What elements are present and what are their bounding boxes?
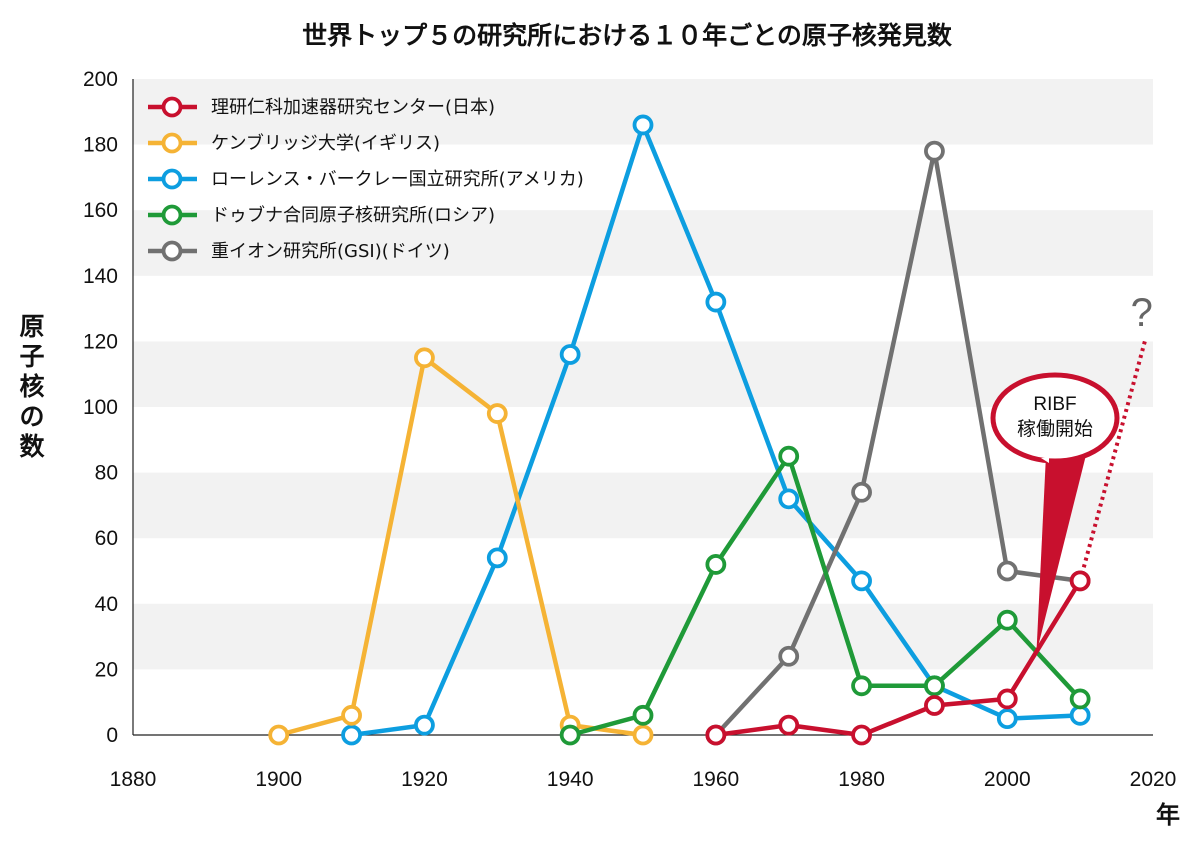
- x-axis-label: 年: [1156, 801, 1180, 829]
- legend-label: ドゥブナ合同原子核研究所(ロシア): [211, 204, 495, 226]
- series-line: [278, 355, 644, 738]
- series-1: [268, 347, 654, 746]
- callout-gap: [1041, 458, 1049, 463]
- data-point: [632, 724, 654, 746]
- y-tick-labels: 0 20 40 60 80 100 120 140 160 180 200: [83, 68, 118, 747]
- legend-marker: [161, 132, 183, 154]
- y-tick-label: 0: [106, 724, 118, 747]
- grid-bands: [133, 79, 1153, 670]
- grid-band: [133, 210, 1153, 276]
- series-line: [714, 148, 1081, 737]
- grid-band: [133, 341, 1153, 407]
- series-line: [715, 579, 1083, 738]
- y-tick-label: 80: [95, 462, 118, 485]
- data-point: [778, 645, 800, 667]
- callout-text: RIBF: [1033, 394, 1076, 415]
- data-point: [778, 714, 800, 736]
- legend-label: 重イオン研究所(GSI)(ドイツ): [211, 241, 450, 262]
- legend-item: ローレンス・バークレー国立研究所(アメリカ): [148, 168, 584, 190]
- data-point: [632, 704, 654, 726]
- data-point: [996, 688, 1018, 710]
- series-0: [705, 570, 1091, 746]
- ribf-callout: RIBF 稼働開始: [990, 372, 1120, 653]
- legend: 理研仁科加速器研究センター(日本) ケンブリッジ大学(イギリス) ローレンス・バーク…: [148, 96, 584, 262]
- callout-text: 稼働開始: [1017, 418, 1093, 440]
- series-line: [569, 453, 1082, 738]
- data-point: [778, 488, 800, 510]
- y-tick-label: 60: [95, 527, 118, 550]
- data-point: [1069, 570, 1091, 592]
- data-point: [778, 445, 800, 467]
- data-point: [705, 291, 727, 313]
- data-point: [486, 547, 508, 569]
- legend-label: 理研仁科加速器研究センター(日本): [211, 97, 495, 118]
- y-axis-label: 原子核の数: [19, 312, 45, 461]
- x-tick-label: 1960: [692, 768, 739, 791]
- data-point: [559, 344, 581, 365]
- y-tick-label: 100: [83, 396, 118, 419]
- series-layer: [268, 114, 1091, 746]
- legend-label: ローレンス・バークレー国立研究所(アメリカ): [211, 169, 584, 190]
- legend-marker: [161, 96, 183, 118]
- x-tick-label: 2000: [984, 768, 1031, 791]
- data-point: [924, 675, 945, 697]
- projection-layer: ?: [1078, 291, 1153, 582]
- data-point: [1069, 704, 1091, 726]
- data-point: [996, 708, 1018, 729]
- y-tick-label: 120: [83, 330, 118, 353]
- data-point: [1069, 688, 1091, 710]
- legend-item: ケンブリッジ大学(イギリス): [148, 132, 440, 154]
- data-point: [996, 560, 1018, 582]
- data-point: [559, 724, 581, 746]
- series-3: [559, 445, 1091, 746]
- x-tick-label: 1980: [838, 768, 885, 791]
- grid-band: [133, 603, 1153, 670]
- grid-band: [133, 472, 1153, 539]
- legend-item: 重イオン研究所(GSI)(ドイツ): [148, 240, 450, 262]
- callout-bubble: [990, 372, 1120, 464]
- legend-marker: [161, 168, 183, 190]
- y-tick-label: 20: [95, 658, 118, 681]
- y-tick-label: 140: [83, 265, 118, 288]
- x-tick-label: 1920: [401, 768, 448, 791]
- data-point: [268, 724, 290, 746]
- data-point: [414, 347, 435, 369]
- data-point: [486, 403, 508, 424]
- x-tick-label: 1900: [255, 768, 302, 791]
- legend-label: ケンブリッジ大学(イギリス): [211, 132, 440, 154]
- y-tick-label: 200: [83, 68, 118, 91]
- data-point: [851, 481, 872, 503]
- data-point: [924, 695, 945, 716]
- x-tick-label: 2020: [1130, 768, 1177, 791]
- y-tick-label: 160: [83, 199, 118, 222]
- callout-pointer: [1036, 455, 1086, 653]
- legend-item: ドゥブナ合同原子核研究所(ロシア): [148, 204, 495, 226]
- data-point: [705, 724, 727, 746]
- legend-item: 理研仁科加速器研究センター(日本): [148, 96, 495, 118]
- data-point: [996, 609, 1018, 631]
- data-point: [705, 554, 727, 575]
- chart-title: 世界トップ５の研究所における１０年ごとの原子核発見数: [302, 21, 953, 50]
- data-point: [341, 724, 362, 746]
- x-tick-label: 1880: [110, 768, 157, 791]
- data-point: [851, 724, 872, 746]
- y-tick-label: 40: [95, 593, 118, 616]
- data-point: [632, 114, 654, 136]
- y-tick-label: 180: [83, 134, 118, 157]
- projection-question-mark: ?: [1131, 291, 1153, 335]
- data-point: [341, 704, 362, 726]
- data-point: [414, 714, 435, 736]
- legend-marker: [161, 240, 183, 262]
- data-point: [851, 675, 872, 697]
- x-tick-labels: 1880 1900 1920 1940 1960 1980 2000 2020: [110, 768, 1177, 791]
- legend-marker: [161, 204, 183, 226]
- data-point: [924, 140, 945, 162]
- data-point: [851, 570, 872, 592]
- x-tick-label: 1940: [547, 768, 594, 791]
